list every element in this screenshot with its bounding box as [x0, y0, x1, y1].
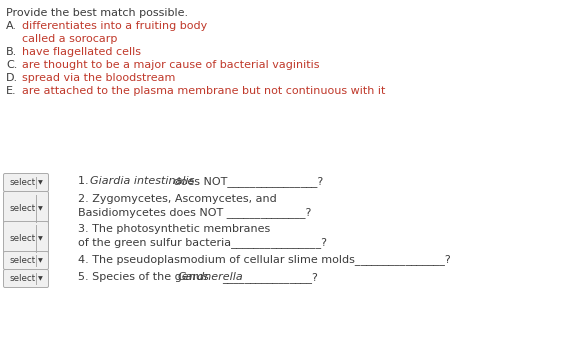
FancyBboxPatch shape	[3, 252, 49, 270]
Text: select: select	[9, 274, 35, 283]
Text: of the green sulfur bacteria________________?: of the green sulfur bacteria____________…	[78, 238, 327, 248]
Text: 3. The photosynthetic membranes: 3. The photosynthetic membranes	[78, 224, 270, 234]
Text: have flagellated cells: have flagellated cells	[22, 47, 141, 57]
Text: select: select	[9, 178, 35, 187]
Text: Basidiomycetes does NOT ______________?: Basidiomycetes does NOT ______________?	[78, 208, 311, 218]
Text: ________________?: ________________?	[222, 272, 318, 283]
FancyBboxPatch shape	[3, 173, 49, 191]
Text: D.: D.	[6, 73, 18, 83]
Text: B.: B.	[6, 47, 17, 57]
FancyBboxPatch shape	[3, 222, 49, 256]
Text: A.: A.	[6, 21, 17, 31]
Text: spread via the bloodstream: spread via the bloodstream	[22, 73, 175, 83]
Text: C.: C.	[6, 60, 17, 70]
Text: 2. Zygomycetes, Ascomycetes, and: 2. Zygomycetes, Ascomycetes, and	[78, 194, 277, 204]
Text: select: select	[9, 256, 35, 265]
Text: Giardia intestinalis: Giardia intestinalis	[90, 176, 195, 186]
Text: select: select	[9, 204, 35, 213]
Text: ▼: ▼	[38, 237, 42, 242]
Text: are thought to be a major cause of bacterial vaginitis: are thought to be a major cause of bacte…	[22, 60, 319, 70]
Text: Provide the best match possible.: Provide the best match possible.	[6, 8, 188, 18]
FancyBboxPatch shape	[3, 191, 49, 225]
Text: Gardnerella: Gardnerella	[178, 272, 244, 282]
Text: ▼: ▼	[38, 181, 42, 186]
Text: select: select	[9, 234, 35, 243]
FancyBboxPatch shape	[3, 270, 49, 288]
Text: are attached to the plasma membrane but not continuous with it: are attached to the plasma membrane but …	[22, 86, 385, 96]
Text: E.: E.	[6, 86, 16, 96]
Text: 4. The pseudoplasmodium of cellular slime molds________________?: 4. The pseudoplasmodium of cellular slim…	[78, 254, 451, 265]
Text: called a sorocarp: called a sorocarp	[22, 34, 117, 44]
Text: ▼: ▼	[38, 206, 42, 211]
Text: does NOT________________?: does NOT________________?	[170, 176, 324, 187]
Text: 1.: 1.	[78, 176, 92, 186]
Text: differentiates into a fruiting body: differentiates into a fruiting body	[22, 21, 207, 31]
Text: ▼: ▼	[38, 258, 42, 264]
Text: ▼: ▼	[38, 276, 42, 281]
Text: 5. Species of the genus: 5. Species of the genus	[78, 272, 212, 282]
